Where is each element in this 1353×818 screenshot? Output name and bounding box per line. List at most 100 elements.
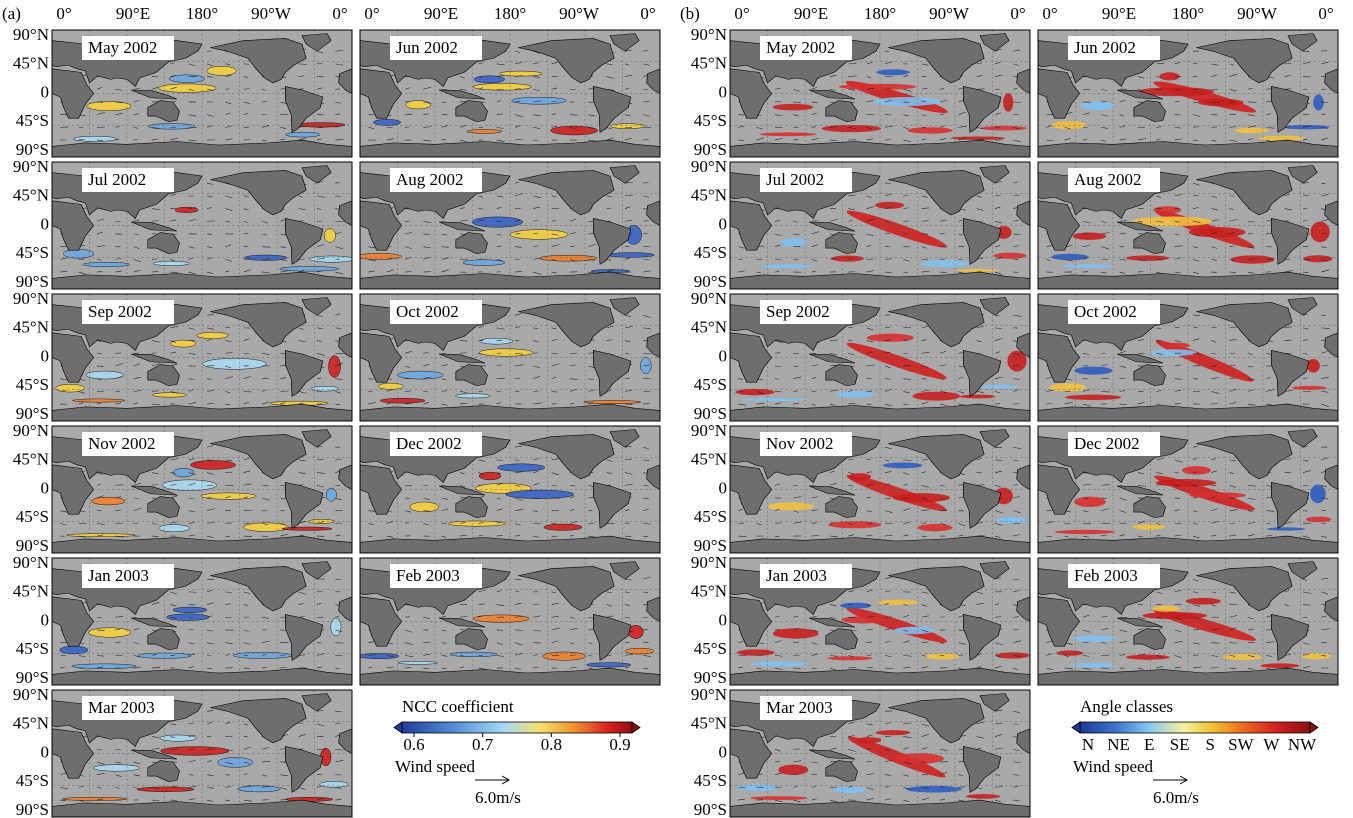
anomaly: [1150, 349, 1196, 356]
map-title: Aug 2002: [396, 170, 464, 189]
lat-label: 0: [41, 346, 50, 365]
anomaly: [331, 618, 341, 636]
anomaly: [171, 340, 196, 347]
anomaly: [867, 334, 914, 342]
colorbar: [402, 722, 632, 733]
anomaly: [207, 66, 236, 75]
anomaly: [83, 262, 130, 266]
map-title: Mar 2003: [766, 698, 833, 717]
lat-label: 0: [719, 214, 728, 233]
anomaly: [876, 69, 909, 75]
panel-label: (a): [2, 4, 21, 23]
map-title: Dec 2002: [1074, 434, 1140, 453]
anomaly: [608, 253, 654, 258]
anomaly: [310, 256, 355, 262]
colorbar: [1080, 722, 1310, 733]
lon-label: 0°: [1318, 4, 1333, 23]
lat-label: 0: [41, 742, 50, 761]
anomaly: [1258, 136, 1304, 141]
anomaly: [735, 389, 774, 395]
map-title: Nov 2002: [766, 434, 834, 453]
anomaly: [237, 786, 280, 792]
anomaly: [893, 493, 950, 502]
lat-label: 45°N: [13, 54, 49, 73]
lat-label: 45°N: [13, 450, 49, 469]
lat-label: 0: [719, 478, 728, 497]
anomaly: [153, 261, 190, 265]
lat-label: 0: [41, 82, 50, 101]
anomaly: [1055, 530, 1115, 534]
lat-label: 90°N: [13, 157, 49, 176]
map-title: Jan 2003: [766, 566, 827, 585]
lat-label: 45°S: [694, 111, 727, 130]
anomaly: [1313, 94, 1323, 110]
anomaly: [877, 600, 918, 605]
lon-label: 90°W: [1237, 4, 1278, 23]
anomaly: [874, 97, 940, 106]
anomaly: [543, 652, 586, 660]
anomaly: [840, 603, 871, 609]
anomaly: [63, 249, 94, 258]
anomaly: [848, 473, 871, 481]
anomaly: [1223, 654, 1262, 660]
lon-label: 90°W: [251, 4, 292, 23]
anomaly: [1198, 99, 1244, 107]
anomaly: [1080, 101, 1114, 110]
anomaly: [148, 124, 195, 130]
anomaly: [1152, 606, 1180, 612]
lon-label: 90°E: [794, 4, 828, 23]
map-title: Feb 2003: [1074, 566, 1138, 585]
anomaly: [979, 385, 1018, 389]
anomaly: [750, 796, 808, 800]
anomaly: [510, 230, 568, 240]
anomaly: [398, 661, 437, 664]
anomaly: [1052, 121, 1087, 129]
lon-label: 180°: [1172, 4, 1204, 23]
anomaly: [472, 217, 523, 227]
lat-label: 45°S: [694, 243, 727, 262]
anomaly: [280, 266, 339, 271]
lon-label: 90°E: [1102, 4, 1136, 23]
anomaly: [993, 253, 1026, 259]
anomaly: [551, 126, 598, 135]
colorbar-arrow: [394, 722, 402, 733]
anomaly: [981, 126, 1027, 131]
anomaly: [506, 490, 574, 498]
anomaly: [918, 524, 953, 531]
anomaly: [833, 787, 866, 794]
anomaly: [357, 253, 402, 259]
anomaly: [73, 136, 116, 141]
anomaly: [324, 229, 336, 243]
wind-scale: 6.0m/s: [1153, 788, 1199, 807]
anomaly: [159, 525, 190, 532]
colorbar-tick-label: 0.7: [472, 735, 494, 754]
anomaly: [1153, 206, 1181, 214]
lat-label: 45°S: [694, 639, 727, 658]
angle-class-label: N: [1082, 735, 1094, 754]
anomaly: [89, 628, 131, 638]
anomaly: [1235, 128, 1269, 134]
anomaly: [907, 127, 952, 133]
anomaly: [158, 84, 216, 92]
anomaly: [87, 101, 132, 110]
anomaly: [625, 648, 653, 654]
lon-label: 90°E: [424, 4, 458, 23]
anomaly: [329, 356, 341, 378]
anomaly: [827, 656, 872, 660]
colorbar-tick-label: 0.6: [403, 735, 424, 754]
wind-label: Wind speed: [1073, 757, 1154, 776]
anomaly: [856, 737, 881, 743]
anomaly: [1302, 653, 1331, 659]
lat-label: 90°N: [13, 25, 49, 44]
anomaly: [839, 84, 916, 90]
map-title: May 2002: [766, 38, 835, 57]
figure: (a)0°90°E180°90°W0°0°90°E180°90°W0°90°N4…: [0, 0, 1353, 818]
map-title: Nov 2002: [88, 434, 156, 453]
anomaly: [512, 97, 567, 104]
map-title: Jun 2002: [1074, 38, 1136, 57]
anomaly: [1132, 524, 1165, 529]
angle-class-label: SW: [1228, 735, 1254, 754]
map-title: Oct 2002: [396, 302, 459, 321]
lat-label: 45°N: [691, 450, 727, 469]
wind-label: Wind speed: [395, 757, 476, 776]
